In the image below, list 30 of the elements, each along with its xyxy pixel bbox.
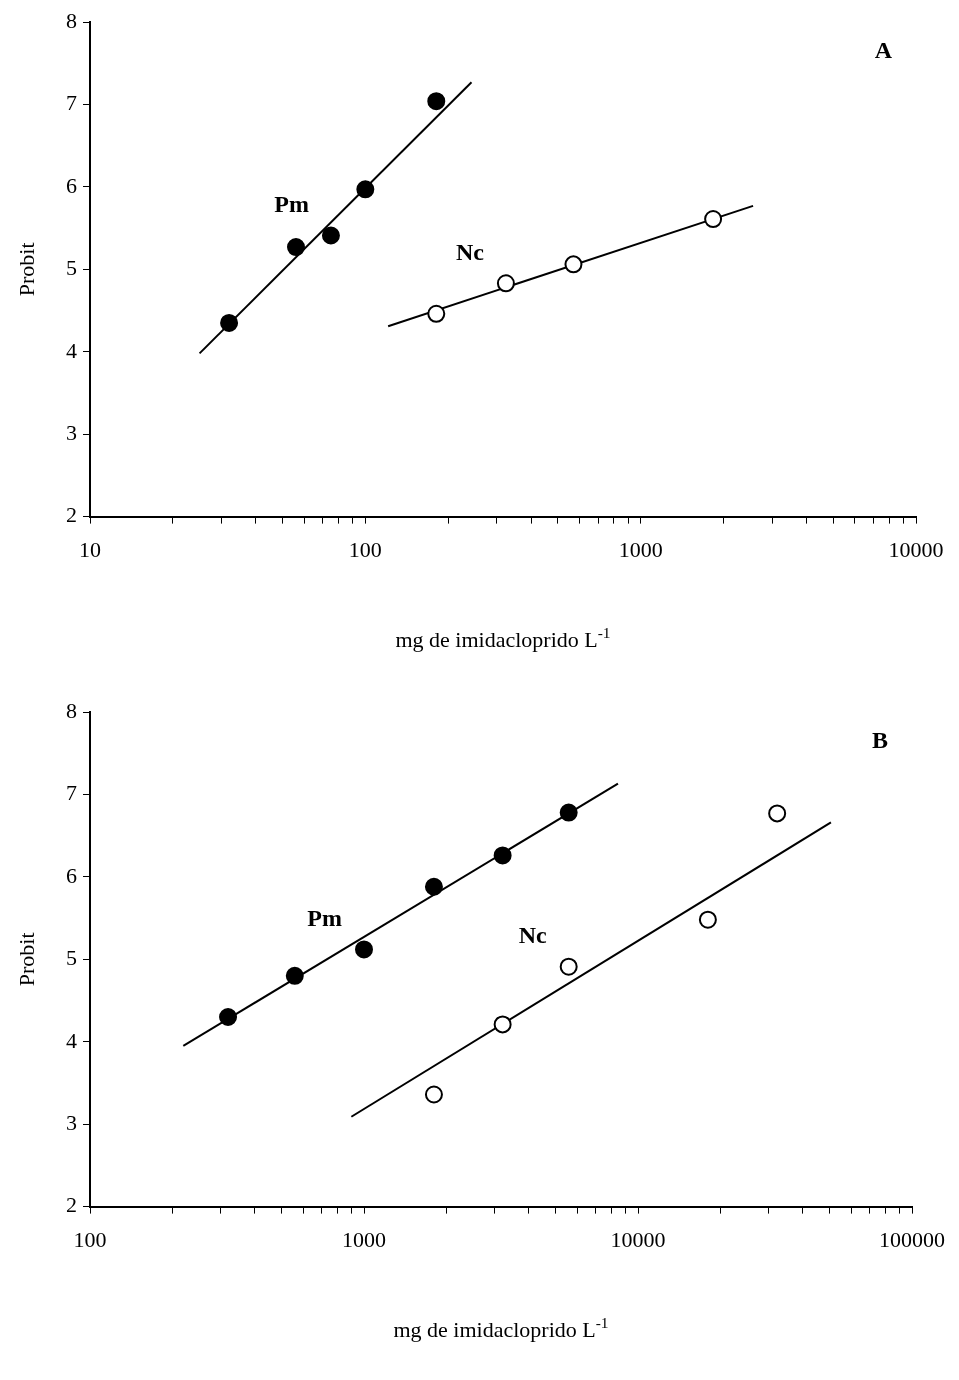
series-label: Nc xyxy=(455,238,485,265)
annotation: A xyxy=(874,37,893,64)
series-label: Pm xyxy=(307,904,342,931)
y-tick-label: 5 xyxy=(66,255,77,281)
y-tick-label: 6 xyxy=(66,172,77,198)
y-axis-title: Probit xyxy=(13,932,39,987)
y-tick-label: 4 xyxy=(66,1027,77,1053)
series-label: Pm xyxy=(274,190,309,217)
series-label: Nc xyxy=(518,921,548,948)
x-tick-label: 10000 xyxy=(610,1226,666,1252)
x-tick-label: 1000 xyxy=(618,536,663,562)
y-tick-label: 7 xyxy=(66,780,77,806)
x-tick-label: 1000 xyxy=(342,1226,386,1252)
y-axis-title: Probit xyxy=(13,242,39,297)
x-tick-label: 10000 xyxy=(888,536,944,562)
y-tick-label: 5 xyxy=(66,945,77,971)
y-tick-label: 8 xyxy=(66,697,77,723)
y-tick-label: 3 xyxy=(66,419,77,445)
x-tick-label: 100 xyxy=(348,536,382,562)
x-tick-label: 10 xyxy=(79,536,101,562)
y-tick-label: 8 xyxy=(66,7,77,33)
annotation: B xyxy=(871,727,888,754)
y-tick-label: 4 xyxy=(66,337,77,363)
y-tick-label: 6 xyxy=(66,862,77,888)
x-tick-label: 100000 xyxy=(879,1226,945,1252)
y-tick-label: 2 xyxy=(66,1192,77,1218)
y-tick-label: 3 xyxy=(66,1109,77,1135)
x-tick-label: 100 xyxy=(73,1226,107,1252)
y-tick-label: 7 xyxy=(66,90,77,116)
y-tick-label: 2 xyxy=(66,502,77,528)
